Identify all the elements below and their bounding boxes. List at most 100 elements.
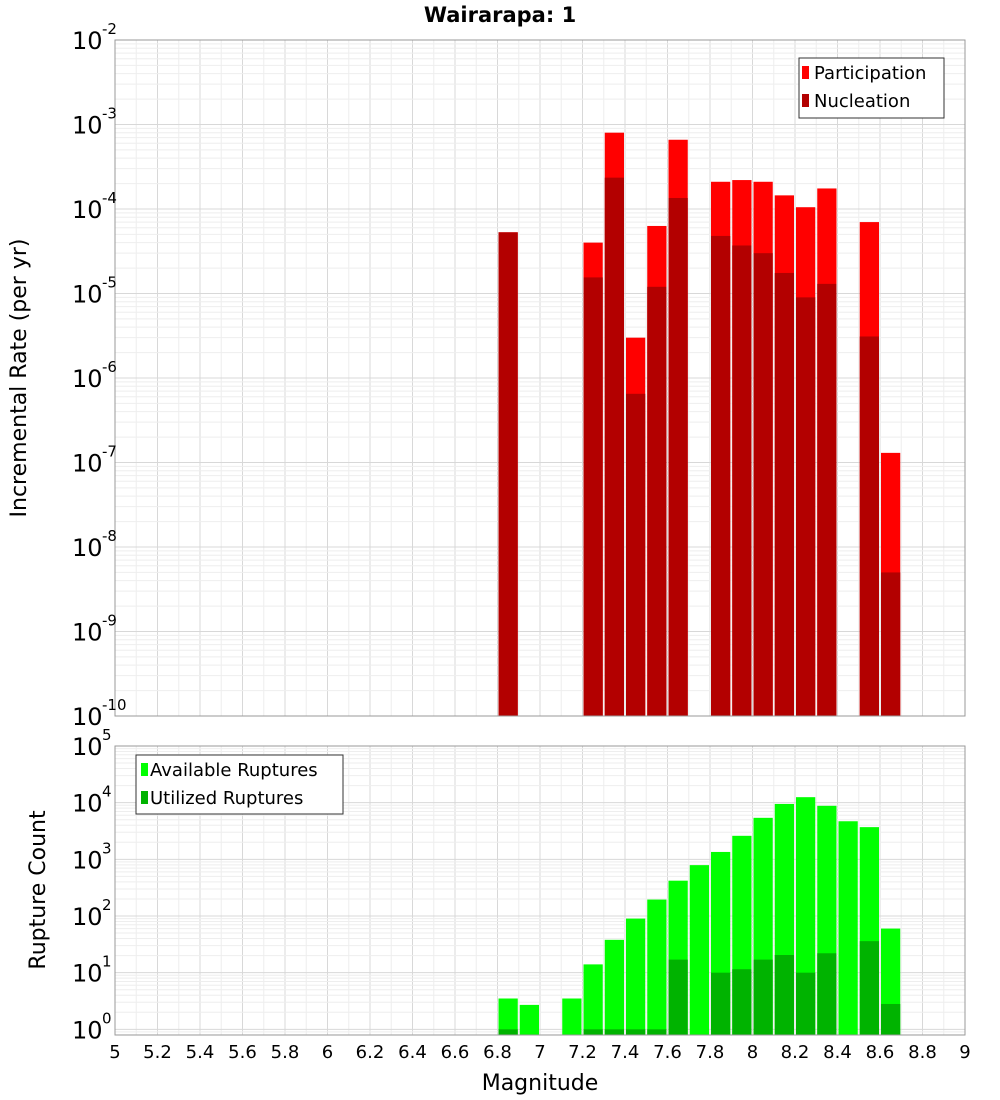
top-y-tick-exponent: -7 (102, 443, 117, 461)
bottom-y-tick-exponent: 3 (102, 839, 112, 857)
top-y-tick-label: 10 (72, 196, 103, 224)
bottom-y-tick-label: 10 (72, 846, 103, 874)
top-y-tick-label: 10 (72, 27, 103, 55)
x-tick-label: 7.4 (611, 1042, 640, 1063)
bottom-y-tick-label: 10 (72, 960, 103, 988)
top-bar-nucleation (753, 253, 773, 716)
bottom-bar-utilized-ruptures (796, 972, 816, 1035)
top-bar-nucleation (711, 235, 731, 716)
bottom-bar-available-ruptures (626, 918, 646, 1035)
top-y-tick-label: 10 (72, 619, 103, 647)
x-axis-ticks: 5 5.2 5.4 5.6 5.8 6 6.2 6.4 6.6 6.8 7 7.2 7.4 7.6 7.8 8… (109, 1042, 970, 1063)
top-y-tick-exponent: -2 (102, 20, 117, 38)
top-bar-nucleation (881, 572, 901, 716)
top-y-tick-exponent: -6 (102, 358, 117, 376)
bottom-y-tick-label: 10 (72, 1016, 103, 1044)
bottom-bar-utilized-ruptures (498, 1029, 518, 1035)
top-y-tick-label: 10 (72, 703, 103, 731)
bottom-y-tick-exponent: 5 (102, 726, 112, 744)
x-tick-label: 8.2 (781, 1042, 810, 1063)
x-tick-label: 6 (322, 1042, 333, 1063)
x-tick-label: 8.4 (823, 1042, 852, 1063)
bottom-bar-available-ruptures (562, 998, 582, 1035)
bottom-y-tick-exponent: 0 (102, 1009, 112, 1027)
bottom-bar-utilized-ruptures (626, 1029, 646, 1035)
top-y-tick-label: 10 (72, 534, 103, 562)
bottom-panel-frame (114, 745, 966, 1036)
bottom-y-tick-label: 10 (72, 903, 103, 931)
x-tick-label: 6.8 (483, 1042, 512, 1063)
top-y-tick-exponent: -5 (102, 274, 117, 292)
x-tick-label: 7.6 (653, 1042, 682, 1063)
top-bar-nucleation (498, 232, 518, 716)
bottom-bar-available-ruptures (519, 1004, 539, 1035)
top-bar-nucleation (817, 283, 837, 716)
top-y-tick-exponent: -3 (102, 105, 117, 123)
bottom-y-tick-label: 10 (72, 790, 103, 818)
x-tick-label: 7.8 (696, 1042, 725, 1063)
top-panel-frame (114, 39, 966, 717)
top-bar-nucleation (732, 245, 752, 717)
x-tick-label: 5.2 (143, 1042, 172, 1063)
top-bar-nucleation (604, 177, 624, 716)
top-y-tick-label: 10 (72, 365, 103, 393)
bottom-bar-utilized-ruptures (647, 1029, 667, 1035)
x-axis-label: Magnitude (482, 1071, 599, 1096)
bottom-bar-available-ruptures (498, 998, 518, 1035)
top-legend: Participation Nucleation (798, 57, 945, 119)
top-bar-nucleation (626, 393, 646, 716)
bottom-legend-box (135, 754, 344, 815)
top-bar-nucleation (774, 272, 794, 716)
top-bar-nucleation (668, 197, 688, 716)
bottom-bar-available-ruptures (647, 899, 667, 1035)
bottom-bar-available-ruptures (583, 964, 603, 1035)
bottom-bar-available-ruptures (689, 865, 709, 1035)
top-y-axis-label: Incremental Rate (per yr) (7, 239, 32, 518)
bottom-bar-available-ruptures (604, 939, 624, 1035)
bottom-bar-utilized-ruptures (881, 1003, 901, 1035)
bottom-bar-utilized-ruptures (859, 941, 879, 1035)
bottom-bar-utilized-ruptures (583, 1029, 603, 1035)
x-tick-label: 5.6 (228, 1042, 257, 1063)
legend-swatch-available (141, 763, 148, 776)
top-panel-grid (114, 40, 966, 717)
bottom-bar-utilized-ruptures (774, 955, 794, 1035)
x-tick-label: 6.4 (398, 1042, 427, 1063)
bottom-y-tick-exponent: 4 (102, 783, 112, 801)
top-bar-nucleation (859, 336, 879, 716)
top-y-tick-exponent: -8 (102, 527, 117, 545)
x-tick-label: 5.4 (186, 1042, 215, 1063)
bottom-bar-utilized-ruptures (604, 1029, 624, 1035)
x-tick-label: 7.2 (568, 1042, 597, 1063)
x-tick-label: 7 (534, 1042, 545, 1063)
legend-label-nucleation: Nucleation (814, 91, 910, 112)
legend-label-utilized: Utilized Ruptures (150, 788, 303, 809)
bottom-bar-utilized-ruptures (668, 959, 688, 1035)
top-y-tick-exponent: -4 (102, 189, 117, 207)
top-bar-nucleation (583, 277, 603, 716)
bottom-y-axis-label: Rupture Count (26, 810, 51, 970)
top-y-tick-exponent: -9 (102, 612, 117, 630)
bottom-panel-bars (498, 797, 901, 1035)
bottom-bar-utilized-ruptures (711, 972, 731, 1035)
bottom-y-tick-exponent: 1 (102, 953, 112, 971)
bottom-legend: Available Ruptures Utilized Ruptures (135, 754, 344, 815)
legend-swatch-participation (802, 66, 809, 79)
top-bar-nucleation (796, 297, 816, 716)
top-y-tick-exponent: -10 (102, 696, 127, 714)
legend-label-available: Available Ruptures (150, 760, 318, 781)
top-panel-bars (498, 132, 901, 717)
top-y-tick-label: 10 (72, 112, 103, 140)
legend-swatch-nucleation (802, 94, 809, 107)
chart-title: Wairarapa: 1 (424, 3, 576, 27)
top-y-tick-label: 10 (72, 281, 103, 309)
bottom-bar-available-ruptures (838, 821, 858, 1035)
x-tick-label: 6.6 (441, 1042, 470, 1063)
x-tick-label: 8.8 (908, 1042, 937, 1063)
bottom-bar-utilized-ruptures (753, 959, 773, 1035)
top-bar-nucleation (647, 286, 667, 716)
